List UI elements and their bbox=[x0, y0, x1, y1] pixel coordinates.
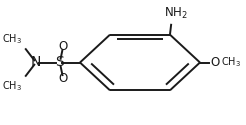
Text: O: O bbox=[210, 56, 220, 69]
Text: CH$_3$: CH$_3$ bbox=[221, 56, 241, 69]
Text: N: N bbox=[31, 56, 41, 70]
Text: CH$_3$: CH$_3$ bbox=[2, 32, 22, 46]
Text: O: O bbox=[59, 72, 68, 85]
Text: O: O bbox=[59, 40, 68, 53]
Text: CH$_3$: CH$_3$ bbox=[2, 79, 22, 93]
Text: NH$_2$: NH$_2$ bbox=[164, 6, 188, 21]
Text: S: S bbox=[55, 56, 64, 70]
